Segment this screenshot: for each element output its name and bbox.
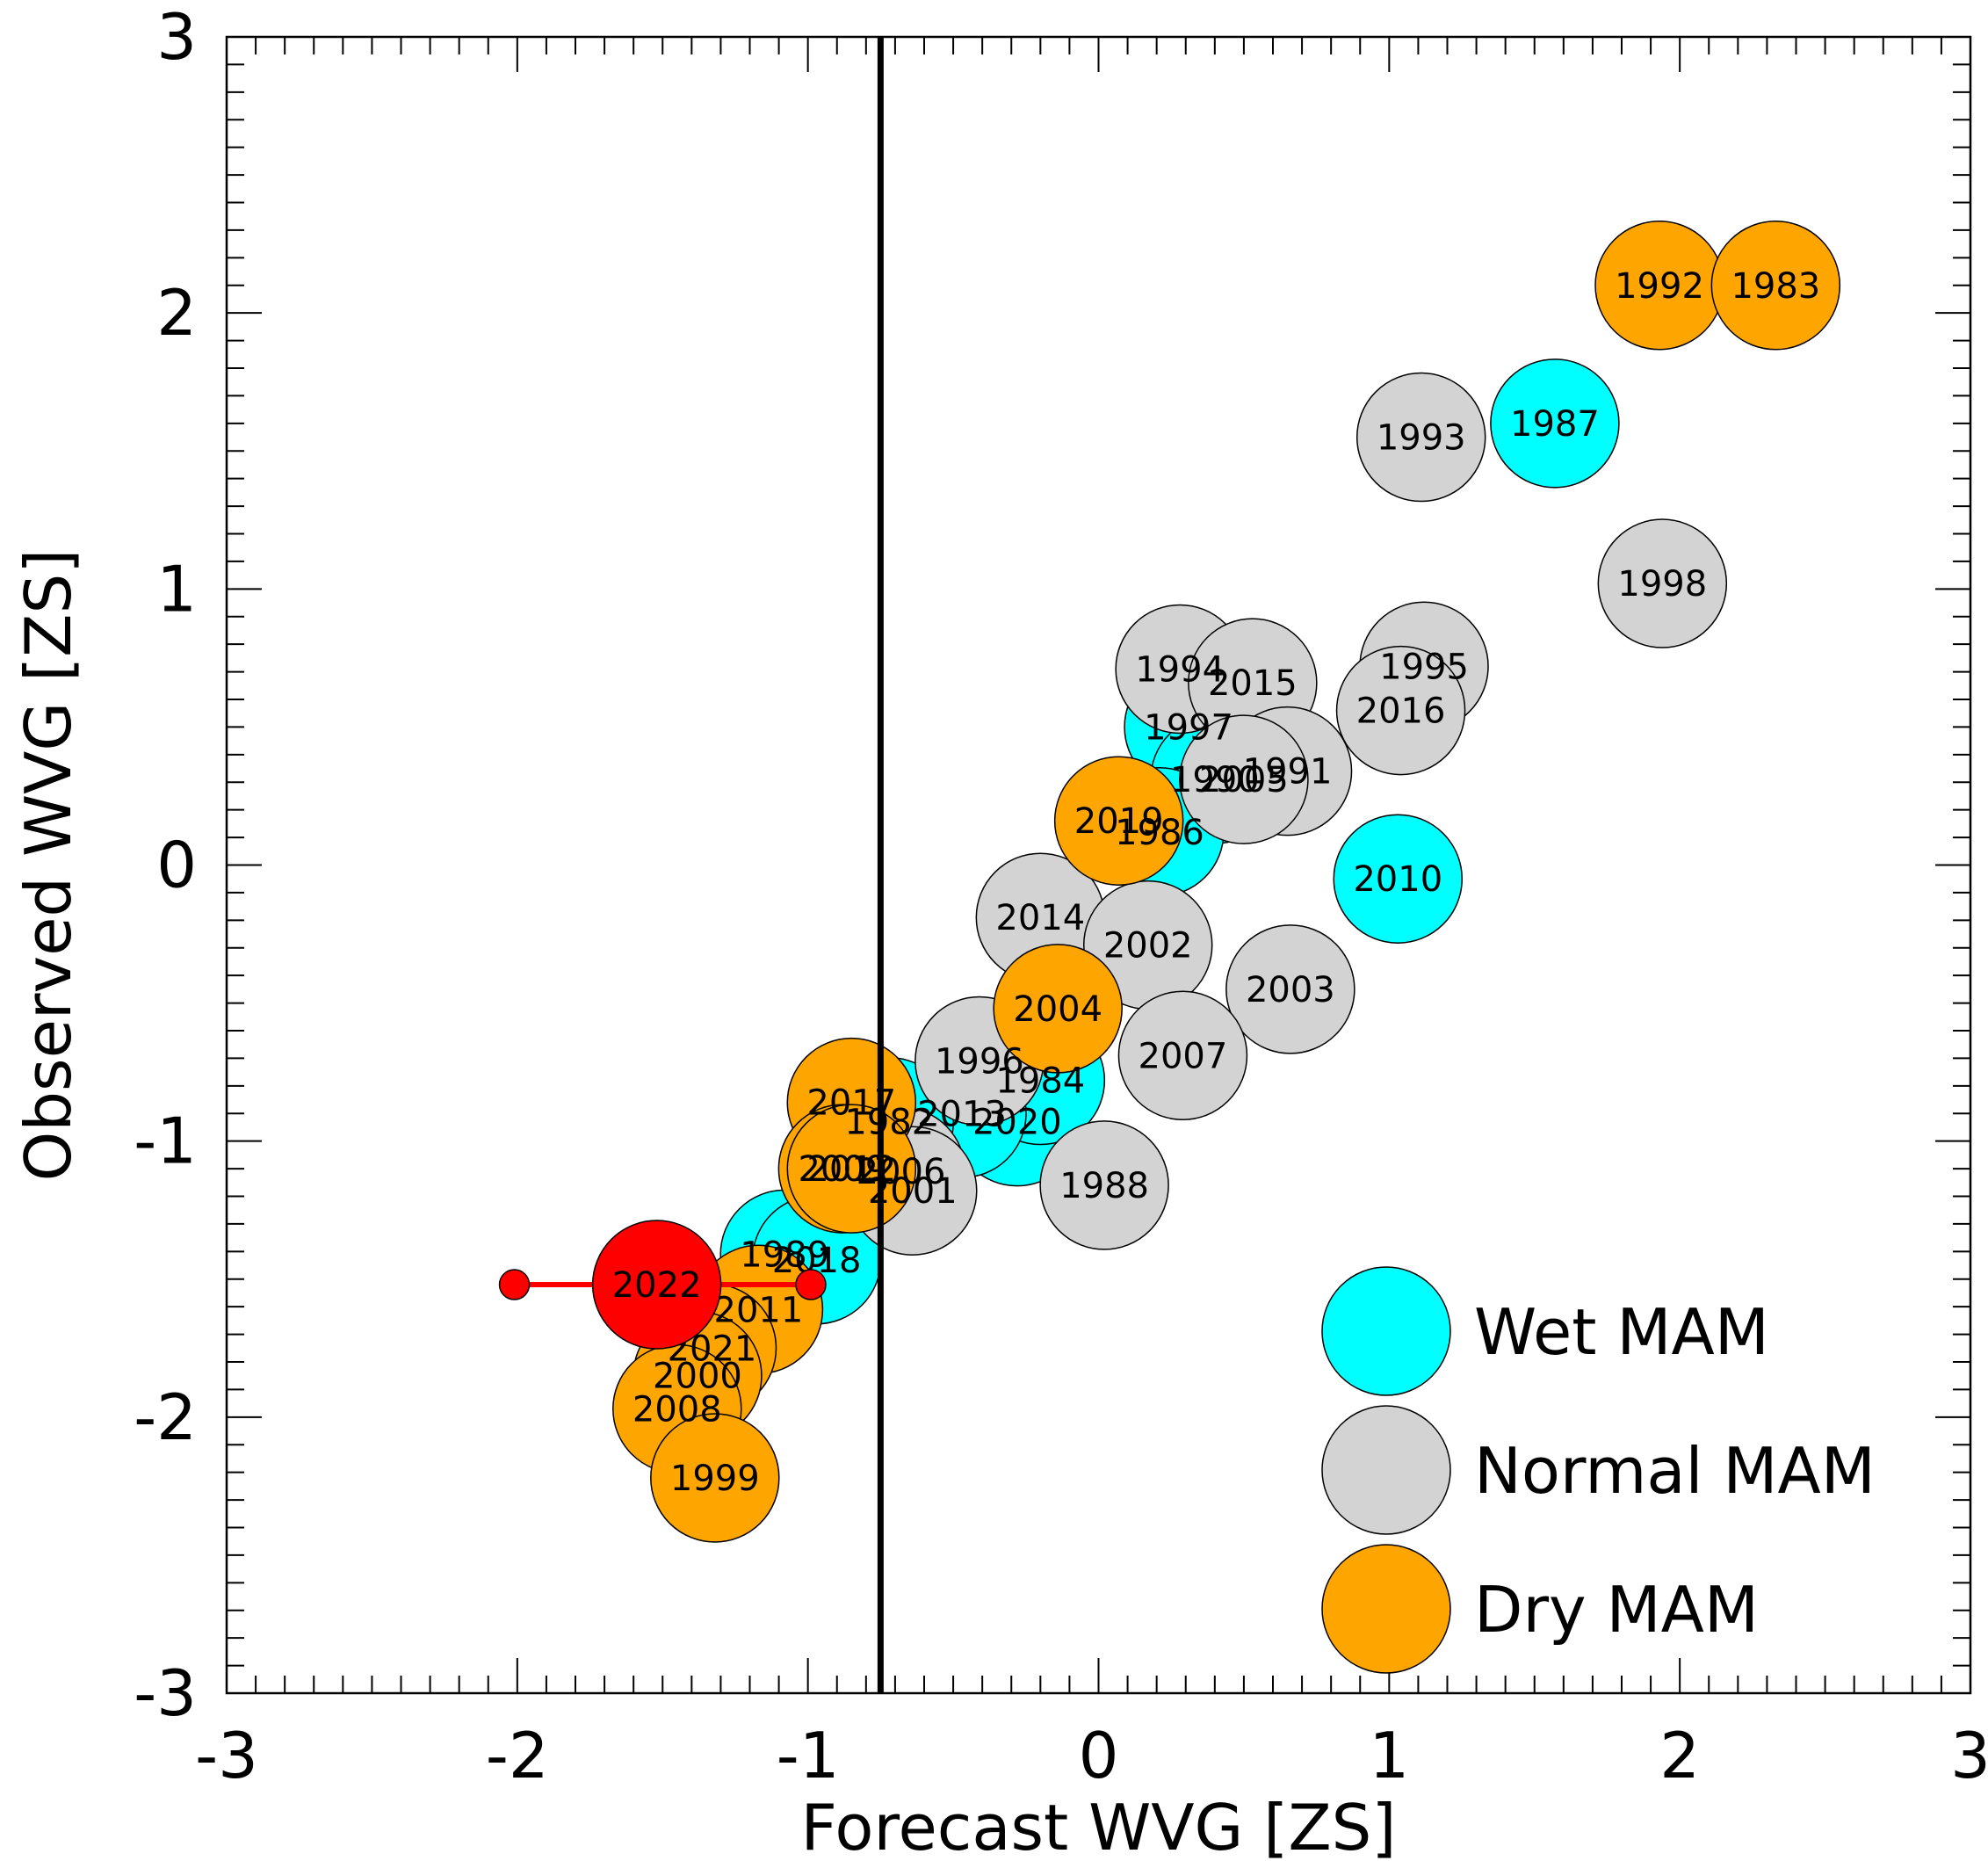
point-label-1998: 1998 xyxy=(1617,564,1707,605)
point-label-2010: 2010 xyxy=(1353,859,1442,900)
data-point-2007 xyxy=(1117,990,1248,1121)
point-label-1997: 1997 xyxy=(1144,707,1233,748)
point-label-1999: 1999 xyxy=(670,1459,760,1499)
legend: Wet MAM Normal MAM Dry MAM xyxy=(1321,1266,1876,1674)
y-tick-label: -2 xyxy=(134,1380,197,1454)
x-tick-label: 3 xyxy=(1950,1719,1988,1792)
point-label-1989: 1989 xyxy=(740,1235,829,1275)
point-label-2015: 2015 xyxy=(1208,663,1298,704)
y-tick-label: 0 xyxy=(156,829,197,902)
point-label-1991: 1991 xyxy=(1243,752,1333,793)
tick-labels: -3 -2 -1 0 1 2 3 -3 -2 -1 0 1 2 3 xyxy=(134,0,1988,1792)
data-point-2022 xyxy=(591,1220,722,1350)
point-label-1982: 1982 xyxy=(844,1103,934,1143)
highlight-range-max xyxy=(795,1269,827,1300)
point-label-2009: 2009 xyxy=(798,1149,887,1190)
x-tick-label: -2 xyxy=(486,1719,549,1792)
x-tick-label: -3 xyxy=(195,1719,258,1792)
y-tick-label: -1 xyxy=(134,1104,197,1178)
x-axis-label: Forecast WVG [ZS] xyxy=(801,1791,1397,1861)
x-tick-label: 0 xyxy=(1079,1719,1119,1792)
point-label-1995: 1995 xyxy=(1379,647,1469,687)
data-point-2010 xyxy=(1333,814,1464,944)
data-point-1987 xyxy=(1490,358,1620,489)
point-label-2013: 2013 xyxy=(917,1094,1007,1134)
y-tick-label: 3 xyxy=(156,0,197,74)
legend-swatch-dry-mam xyxy=(1321,1544,1451,1674)
point-label-2014: 2014 xyxy=(995,898,1085,938)
point-label-2008: 2008 xyxy=(633,1389,722,1430)
data-point-1998 xyxy=(1597,518,1728,648)
legend-label-wet-mam: Wet MAM xyxy=(1474,1295,1769,1369)
legend-label-dry-mam: Dry MAM xyxy=(1474,1573,1759,1647)
x-tick-label: 2 xyxy=(1659,1719,1700,1792)
point-label-1987: 1987 xyxy=(1510,404,1600,445)
y-tick-label: 2 xyxy=(156,276,197,350)
point-label-2016: 2016 xyxy=(1356,692,1446,732)
point-label-2020: 2020 xyxy=(972,1103,1062,1143)
legend-label-normal-mam: Normal MAM xyxy=(1474,1434,1876,1508)
point-label-2004: 2004 xyxy=(1013,989,1102,1030)
y-tick-label: 1 xyxy=(156,552,197,626)
data-point-1983 xyxy=(1710,221,1841,351)
overlay-marks: 2022 xyxy=(498,37,884,1693)
point-label-2022: 2022 xyxy=(612,1265,702,1306)
point-label-1984: 1984 xyxy=(995,1061,1085,1102)
legend-swatch-normal-mam xyxy=(1321,1405,1451,1535)
legend-swatch-wet-mam xyxy=(1321,1266,1451,1396)
point-label-1992: 1992 xyxy=(1615,266,1704,307)
point-label-1993: 1993 xyxy=(1377,418,1466,459)
point-label-2007: 2007 xyxy=(1139,1036,1228,1076)
y-tick-label: -3 xyxy=(134,1656,197,1730)
y-axis-label: Observed WVG [ZS] xyxy=(11,549,85,1182)
x-tick-label: -1 xyxy=(777,1719,840,1792)
data-point-2004 xyxy=(993,944,1123,1074)
point-label-2003: 2003 xyxy=(1246,970,1335,1010)
data-point-1988 xyxy=(1039,1120,1169,1250)
x-tick-label: 1 xyxy=(1369,1719,1409,1792)
point-label-2011: 2011 xyxy=(714,1290,804,1330)
data-point-1999 xyxy=(650,1413,780,1543)
point-label-1983: 1983 xyxy=(1731,266,1820,307)
point-label-1986: 1986 xyxy=(1115,813,1204,853)
point-label-1990: 1990 xyxy=(1170,760,1260,800)
data-point-2019 xyxy=(1053,756,1184,886)
plot-frame xyxy=(225,35,1972,1695)
highlight-range-min xyxy=(498,1269,531,1300)
point-label-1996: 1996 xyxy=(935,1042,1024,1083)
point-label-2002: 2002 xyxy=(1103,926,1193,967)
data-point-2005 xyxy=(1179,714,1309,844)
data-point-2016 xyxy=(1335,645,1466,776)
point-label-2006: 2006 xyxy=(857,1152,946,1192)
point-label-1994: 1994 xyxy=(1135,649,1225,690)
point-label-2005: 2005 xyxy=(1199,760,1289,800)
data-point-1993 xyxy=(1355,372,1486,503)
point-label-1988: 1988 xyxy=(1059,1166,1149,1206)
point-label-2000: 2000 xyxy=(653,1357,742,1397)
point-label-2019: 2019 xyxy=(1074,801,1164,842)
data-point-2003 xyxy=(1225,924,1355,1054)
